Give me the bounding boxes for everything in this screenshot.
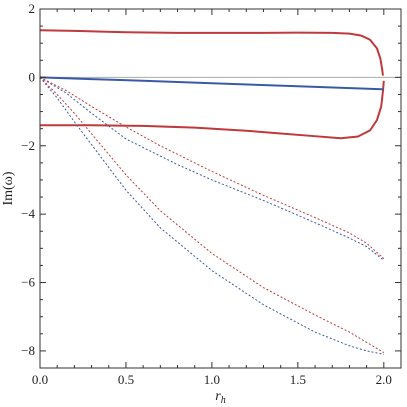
y-tick-label: −8 — [21, 343, 35, 358]
y-tick-label: 2 — [29, 1, 36, 16]
y-tick-label: −2 — [21, 138, 35, 153]
x-axis-label: rh — [215, 389, 225, 406]
series-red-dotted-1 — [39, 76, 385, 259]
series-blue-dotted-2 — [39, 77, 384, 355]
x-tick-label: 0.0 — [32, 372, 48, 387]
y-tick-label: 0 — [29, 69, 36, 84]
y-tick-label: −4 — [21, 206, 35, 221]
y-axis-label: Im(ω) — [1, 171, 16, 205]
plot-frame — [39, 8, 402, 369]
ticks-layer — [39, 8, 402, 369]
x-tick-label: 0.5 — [118, 372, 134, 387]
x-axis-label-main: r — [215, 389, 221, 404]
series-layer — [39, 29, 385, 355]
series-red-solid-lower — [40, 80, 385, 140]
series-red-solid-upper — [39, 29, 384, 76]
x-tick-label: 1.5 — [290, 372, 306, 387]
series-red-dotted-2 — [39, 77, 385, 354]
series-blue-dotted-1 — [39, 76, 385, 261]
y-tick-label: −6 — [21, 275, 35, 290]
x-axis-label-sub: h — [221, 395, 226, 406]
x-tick-label: 2.0 — [376, 372, 392, 387]
tick-labels-layer: 0.0 0.5 1.0 1.5 2.0 2 0 −2 −4 −6 −8 — [21, 1, 392, 387]
series-blue-solid — [39, 76, 384, 91]
x-tick-label: 1.0 — [204, 372, 220, 387]
